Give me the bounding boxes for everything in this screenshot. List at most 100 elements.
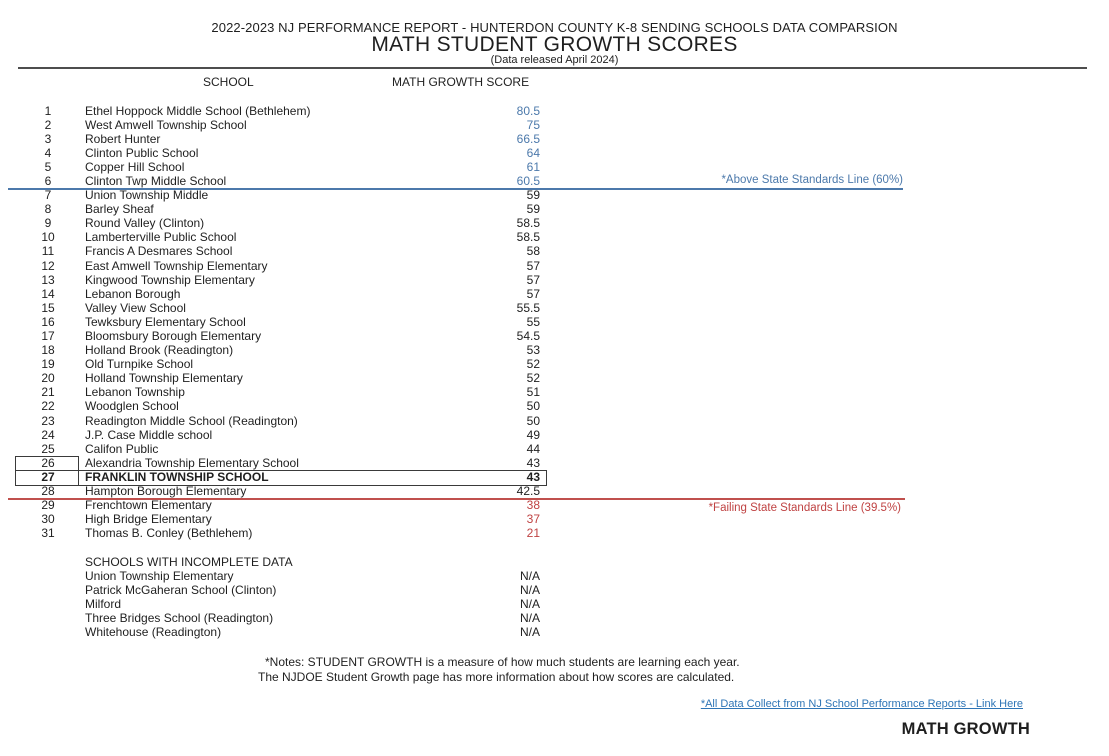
row-rank: 23 — [41, 413, 55, 428]
table-row: 11 Francis A Desmares School 58 — [0, 244, 1109, 258]
table-row: 3 Robert Hunter 66.5 — [0, 132, 1109, 146]
table-row: 27 FRANKLIN TOWNSHIP SCHOOL 43 — [0, 470, 1109, 484]
above-standards-line — [8, 188, 903, 190]
row-rank: 30 — [41, 512, 55, 527]
school-name: Old Turnpike School — [85, 357, 194, 372]
row-rank: 29 — [41, 498, 55, 513]
row-rank: 17 — [41, 329, 55, 343]
incomplete-section: SCHOOLS WITH INCOMPLETE DATA Union Towns… — [0, 555, 1109, 640]
school-name: Alexandria Township Elementary School — [85, 455, 299, 470]
table-row: 9 Round Valley (Clinton) 58.5 — [0, 216, 1109, 230]
page-title: MATH STUDENT GROWTH SCORES — [371, 33, 738, 56]
score-value: 57 — [526, 286, 540, 301]
row-rank: 16 — [41, 314, 55, 329]
table-row: 2 West Amwell Township School 75 — [0, 118, 1109, 132]
score-value: 43 — [526, 469, 540, 484]
school-name: Hampton Borough Elementary — [85, 484, 247, 499]
score-value: 80.5 — [516, 103, 540, 118]
score-value: 57 — [526, 258, 540, 273]
table-row: Whitehouse (Readington) N/A — [0, 625, 1109, 639]
score-value: N/A — [519, 625, 540, 640]
table-row: 4 Clinton Public School 64 — [0, 146, 1109, 160]
score-value: 60.5 — [516, 173, 540, 188]
row-rank: 10 — [41, 230, 55, 245]
table-row: 31 Thomas B. Conley (Bethlehem) 21 — [0, 526, 1109, 540]
school-name: Union Township Elementary — [85, 569, 234, 584]
row-rank: 27 — [41, 469, 55, 484]
row-rank: 6 — [44, 173, 52, 188]
notes-line1: *Notes: STUDENT GROWTH is a measure of h… — [265, 654, 740, 669]
school-name: Califon Public — [85, 441, 159, 456]
incomplete-section-header: SCHOOLS WITH INCOMPLETE DATA — [85, 555, 293, 569]
table-row: Three Bridges School (Readington) N/A — [0, 611, 1109, 625]
row-rank: 22 — [41, 399, 55, 414]
school-name: Lebanon Township — [85, 385, 185, 400]
data-release-date: (Data released April 2024) — [490, 54, 619, 66]
table-row: 19 Old Turnpike School 52 — [0, 357, 1109, 371]
table-row: 28 Hampton Borough Elementary 42.5 — [0, 484, 1109, 498]
table-row: 6 Clinton Twp Middle School 60.5 — [0, 174, 1109, 188]
table-row: 13 Kingwood Township Elementary 57 — [0, 273, 1109, 287]
score-value: 55.5 — [516, 300, 540, 315]
school-name: Ethel Hoppock Middle School (Bethlehem) — [85, 103, 311, 118]
row-rank: 31 — [41, 526, 55, 541]
school-name: J.P. Case Middle school — [85, 427, 213, 442]
row-rank — [18, 597, 78, 611]
row-rank: 7 — [44, 188, 52, 203]
report-title-line1: 2022-2023 NJ PERFORMANCE REPORT - HUNTER… — [211, 20, 898, 35]
column-header-school: SCHOOL — [203, 75, 254, 89]
highlight-box-franklin-row — [15, 470, 547, 487]
table-row: 7 Union Township Middle 59 — [0, 188, 1109, 202]
school-name: High Bridge Elementary — [85, 512, 212, 527]
school-name: Copper Hill School — [85, 159, 185, 174]
score-value: N/A — [519, 597, 540, 612]
score-value: 37 — [526, 512, 540, 527]
row-rank: 15 — [41, 300, 55, 315]
row-rank: 20 — [41, 371, 55, 386]
row-rank: 9 — [44, 216, 52, 231]
row-rank: 8 — [44, 202, 52, 217]
row-rank: 12 — [41, 258, 55, 273]
table-row: 18 Holland Brook (Readington) 53 — [0, 343, 1109, 357]
school-name: Francis A Desmares School — [85, 244, 233, 259]
row-rank: 21 — [41, 385, 55, 400]
school-name: Frenchtown Elementary — [85, 498, 212, 513]
score-value: 66.5 — [516, 131, 540, 146]
score-value: 54.5 — [516, 329, 540, 343]
score-value: 50 — [526, 399, 540, 414]
table-row: 12 East Amwell Township Elementary 57 — [0, 259, 1109, 273]
school-name: Thomas B. Conley (Bethlehem) — [85, 526, 253, 541]
school-name: Lebanon Borough — [85, 286, 181, 301]
score-value: 59 — [526, 202, 540, 217]
score-value: N/A — [519, 569, 540, 584]
incomplete-rows: Union Township Elementary N/A Patrick McGa… — [0, 569, 1109, 639]
failing-standards-line — [8, 498, 905, 500]
school-name: Lamberterville Public School — [85, 230, 237, 245]
score-value: 52 — [526, 357, 540, 372]
score-value: N/A — [519, 583, 540, 598]
score-value: 52 — [526, 371, 540, 386]
row-rank — [18, 583, 78, 597]
table-row: 25 Califon Public 44 — [0, 442, 1109, 456]
score-value: 55 — [526, 314, 540, 329]
table-row: 16 Tewksbury Elementary School 55 — [0, 315, 1109, 329]
score-value: 42.5 — [516, 484, 540, 499]
table-row: 21 Lebanon Township 51 — [0, 385, 1109, 399]
row-rank: 18 — [41, 343, 55, 358]
school-name: Robert Hunter — [85, 131, 161, 146]
failing-standards-label: *Failing State Standards Line (39.5%) — [708, 501, 901, 514]
table-row: 29 Frenchtown Elementary 38 — [0, 498, 1109, 512]
sheet-label: MATH GROWTH — [901, 720, 1030, 738]
school-name: Barley Sheaf — [85, 202, 154, 217]
table-row: Union Township Elementary N/A — [0, 569, 1109, 583]
school-name: Bloomsbury Borough Elementary — [85, 329, 262, 343]
score-value: 51 — [526, 385, 540, 400]
source-link[interactable]: *All Data Collect from NJ School Perform… — [700, 698, 1023, 710]
row-rank: 4 — [44, 145, 52, 160]
table-row: 30 High Bridge Elementary 37 — [0, 512, 1109, 526]
table-row: 8 Barley Sheaf 59 — [0, 202, 1109, 216]
school-name: Clinton Twp Middle School — [85, 173, 227, 188]
main-rows: 1 Ethel Hoppock Middle School (Bethlehem)… — [0, 104, 1109, 541]
score-value: 64 — [526, 145, 540, 160]
